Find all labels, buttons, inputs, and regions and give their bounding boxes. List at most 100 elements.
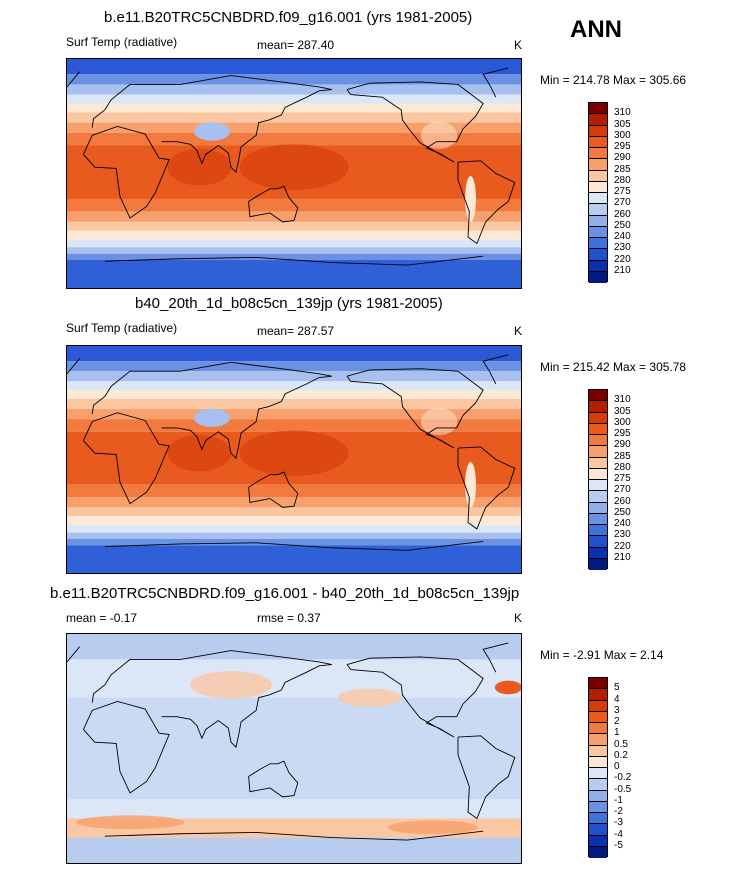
colorbar-segment [589,480,607,492]
colorbar-tick-label: 270 [614,197,631,209]
colorbar-segment [589,846,607,858]
colorbar-segment [589,401,607,413]
panel2-minmax: Min = 215.42 Max = 305.78 [540,360,687,374]
panel1-minmax: Min = 214.78 Max = 305.66 [540,73,687,87]
colorbar-tick-label: 270 [614,484,631,496]
colorbar-tick-label: 260 [614,208,631,220]
colorbar-segment [589,204,607,216]
panel1-mean: mean= 287.40 [257,38,335,52]
colorbar-tick-label: 310 [614,394,631,406]
colorbar-tick-label: 250 [614,219,631,231]
colorbar-tick-label: -2 [614,806,623,817]
colorbar-segment [589,824,607,836]
colorbar-segment [589,756,607,768]
colorbar-segment [589,125,607,137]
colorbar-segment [589,678,607,690]
colorbar-tick-label: 4 [614,693,620,705]
colorbar-segment [589,768,607,780]
colorbar-segment [589,801,607,813]
panel2-map [66,345,522,574]
colorbar-tick-label: 0 [614,761,620,772]
colorbar-segment [589,813,607,825]
colorbar-segment [589,215,607,227]
panel2-title: b40_20th_1d_b08c5cn_139jp (yrs 1981-2005… [135,295,443,312]
colorbar-tick-label: -4 [614,828,623,840]
panel3-colorbar [588,677,608,858]
panel3-map [66,633,522,864]
colorbar-tick-label: 0.2 [614,749,628,761]
panel3-minmax: Min = -2.91 Max = 2.14 [540,648,664,662]
colorbar-tick-label: -0.5 [614,783,632,795]
colorbar-tick-label: 300 [614,416,631,428]
colorbar-tick-label: 290 [614,439,631,451]
panel1-map-svg [67,59,521,288]
panel2-variable-label: Surf Temp (radiative) [66,321,178,335]
colorbar-tick-label: 230 [614,529,631,541]
colorbar-tick-label: 5 [614,682,620,694]
colorbar-segment [589,238,607,250]
colorbar-tick-label: 275 [614,186,631,197]
colorbar-tick-label: -1 [614,794,623,806]
colorbar-tick-label: 210 [614,264,631,276]
colorbar-segment [589,779,607,791]
colorbar-segment [589,689,607,701]
colorbar-segment [589,734,607,746]
panel3-rmse: rmse = 0.37 [257,611,321,625]
colorbar-segment [589,159,607,171]
colorbar-tick-label: 305 [614,118,631,130]
colorbar-segment [589,226,607,238]
colorbar-segment [589,390,607,402]
colorbar-segment [589,193,607,205]
colorbar-tick-label: 305 [614,405,631,417]
colorbar-segment [589,136,607,148]
colorbar-segment [589,790,607,802]
colorbar-segment [589,260,607,272]
panel3-title: b.e11.B20TRC5CNBDRD.f09_g16.001 - b40_20… [50,585,520,602]
colorbar-tick-label: 230 [614,242,631,254]
colorbar-segment [589,513,607,525]
colorbar-segment [589,558,607,570]
colorbar-segment [589,249,607,261]
colorbar-segment [589,103,607,115]
panel3-units: K [514,611,523,625]
colorbar-tick-label: 285 [614,163,631,175]
colorbar-segment [589,711,607,723]
colorbar-tick-label: 210 [614,551,631,563]
colorbar-tick-label: 260 [614,495,631,507]
colorbar-tick-label: 240 [614,518,631,529]
colorbar-tick-label: 295 [614,428,631,439]
panel1-map [66,58,522,289]
colorbar-tick-label: 295 [614,141,631,152]
colorbar-segment [589,745,607,757]
colorbar-tick-label: 0.5 [614,738,628,750]
colorbar-segment [589,457,607,469]
colorbar-segment [589,446,607,458]
colorbar-segment [589,491,607,503]
colorbar-tick-label: -3 [614,817,623,829]
colorbar-segment [589,547,607,559]
panel1-variable-label: Surf Temp (radiative) [66,35,178,49]
panel3-map-svg [67,634,521,863]
colorbar-segment [589,148,607,160]
colorbar-tick-label: -5 [614,839,623,851]
colorbar-tick-label: 250 [614,506,631,518]
colorbar-segment [589,114,607,126]
colorbar-segment [589,700,607,712]
colorbar-segment [589,423,607,435]
season-label: ANN [570,16,622,43]
colorbar-tick-label: 280 [614,174,631,186]
colorbar-tick-label: -0.2 [614,772,632,784]
colorbar-tick-label: 285 [614,450,631,462]
panel2-colorbar [588,389,608,570]
colorbar-segment [589,835,607,847]
colorbar-tick-label: 2 [614,716,620,727]
colorbar-tick-label: 240 [614,231,631,242]
colorbar-tick-label: 290 [614,152,631,164]
colorbar-tick-label: 220 [614,253,631,265]
colorbar-tick-label: 280 [614,461,631,473]
colorbar-segment [589,170,607,182]
colorbar-segment [589,525,607,537]
colorbar-segment [589,271,607,283]
colorbar-segment [589,181,607,193]
colorbar-tick-label: 1 [614,727,620,739]
